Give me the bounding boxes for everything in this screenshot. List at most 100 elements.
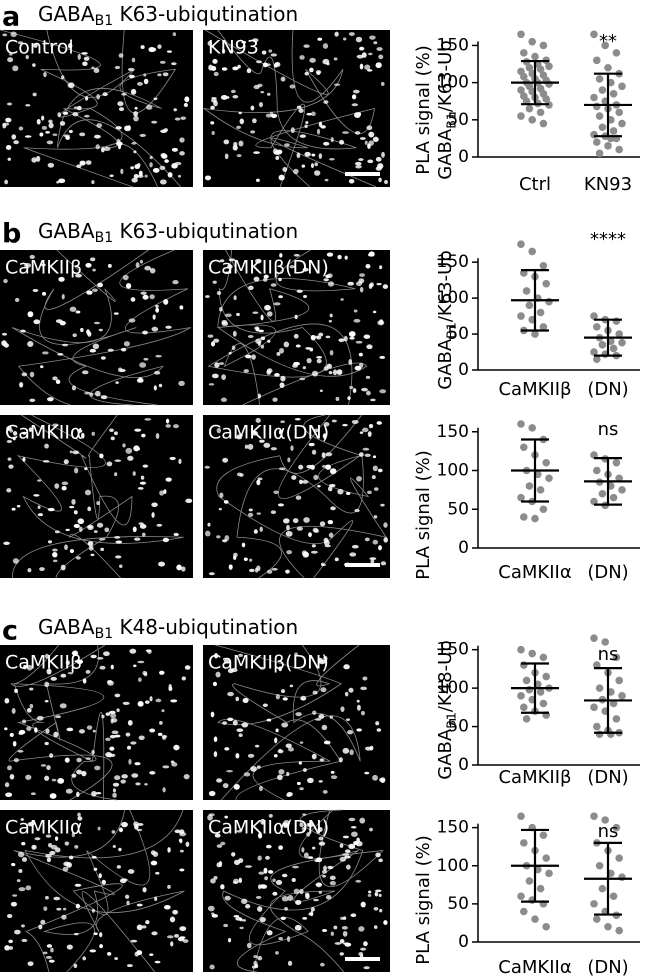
- puncta: [299, 479, 303, 485]
- puncta: [363, 966, 370, 970]
- puncta: [169, 916, 176, 923]
- puncta: [372, 539, 379, 545]
- puncta: [228, 564, 233, 570]
- puncta: [376, 421, 383, 425]
- data-point: [598, 489, 607, 498]
- puncta: [25, 55, 29, 60]
- data-point: [601, 816, 609, 824]
- puncta: [130, 88, 137, 95]
- puncta: [149, 953, 154, 956]
- puncta: [373, 487, 379, 491]
- puncta: [368, 423, 374, 429]
- data-point: [528, 37, 536, 46]
- puncta: [76, 769, 83, 775]
- puncta: [348, 359, 353, 365]
- puncta: [37, 479, 42, 482]
- puncta: [256, 60, 262, 64]
- data-point: [593, 56, 601, 65]
- significance: ns: [598, 644, 619, 665]
- puncta: [114, 693, 121, 698]
- cell-outline: [278, 414, 388, 579]
- puncta: [219, 492, 224, 498]
- puncta: [163, 298, 169, 305]
- puncta: [204, 530, 211, 537]
- puncta: [179, 151, 185, 156]
- puncta: [359, 431, 364, 434]
- puncta: [250, 130, 256, 134]
- puncta: [157, 732, 163, 736]
- puncta: [334, 557, 339, 562]
- puncta: [317, 826, 323, 833]
- puncta: [349, 552, 357, 557]
- data-point: [525, 482, 534, 490]
- puncta: [318, 841, 326, 846]
- puncta: [367, 143, 371, 149]
- puncta: [236, 728, 244, 733]
- puncta: [11, 507, 16, 511]
- puncta: [162, 537, 170, 543]
- puncta: [312, 710, 317, 715]
- puncta: [212, 681, 218, 687]
- puncta: [332, 369, 338, 376]
- puncta: [22, 857, 28, 862]
- puncta: [311, 449, 317, 455]
- data-point: [618, 873, 626, 881]
- puncta: [145, 104, 153, 110]
- puncta: [257, 83, 263, 88]
- puncta: [73, 963, 78, 968]
- data-point: [536, 884, 545, 893]
- puncta: [173, 744, 180, 751]
- puncta: [33, 494, 40, 497]
- puncta: [237, 64, 241, 69]
- puncta: [171, 62, 177, 66]
- puncta: [300, 695, 307, 701]
- puncta: [7, 457, 12, 461]
- puncta: [218, 507, 222, 511]
- puncta: [34, 837, 41, 841]
- puncta: [282, 697, 288, 701]
- puncta: [61, 481, 69, 486]
- puncta: [368, 52, 373, 56]
- puncta: [121, 821, 128, 828]
- puncta: [125, 447, 133, 454]
- puncta: [149, 155, 153, 160]
- puncta: [294, 924, 302, 931]
- puncta: [295, 495, 302, 500]
- puncta: [9, 946, 13, 950]
- puncta: [278, 277, 282, 282]
- puncta: [298, 464, 304, 470]
- puncta: [64, 841, 70, 846]
- puncta: [67, 671, 74, 675]
- puncta: [302, 813, 307, 816]
- y-tick-label: 150: [437, 640, 469, 660]
- data-point: [593, 661, 601, 669]
- puncta: [73, 510, 78, 515]
- puncta: [56, 907, 62, 911]
- puncta: [329, 313, 333, 318]
- puncta: [259, 439, 265, 443]
- puncta: [23, 664, 27, 670]
- puncta: [144, 174, 148, 178]
- puncta: [220, 95, 228, 100]
- puncta: [44, 775, 50, 781]
- data-point: [612, 317, 621, 325]
- puncta: [74, 467, 79, 474]
- puncta: [363, 941, 368, 947]
- puncta: [112, 782, 120, 787]
- puncta: [355, 36, 363, 43]
- image-label: CaMKIIα: [5, 422, 83, 444]
- puncta: [168, 686, 173, 691]
- puncta: [310, 111, 316, 116]
- puncta: [270, 283, 277, 287]
- puncta: [325, 274, 331, 279]
- puncta: [136, 903, 143, 907]
- puncta: [166, 935, 174, 939]
- puncta: [87, 506, 92, 512]
- puncta: [305, 121, 309, 124]
- puncta: [303, 852, 309, 858]
- puncta: [6, 102, 13, 106]
- puncta: [71, 498, 76, 505]
- puncta: [365, 264, 371, 269]
- puncta: [136, 828, 143, 832]
- puncta: [19, 382, 24, 388]
